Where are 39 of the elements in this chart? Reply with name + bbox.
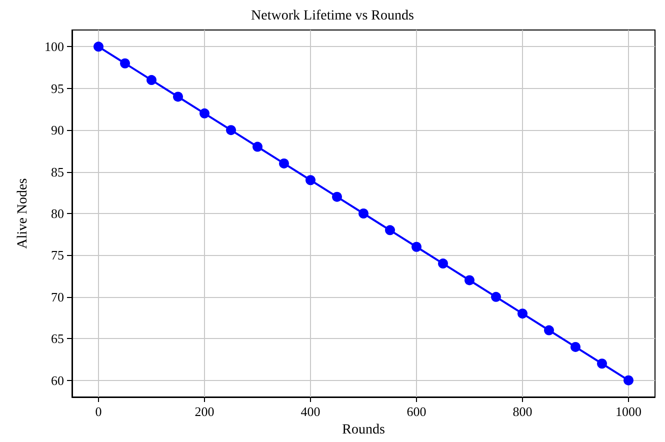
point [570,342,580,352]
chart-title: Network Lifetime vs Rounds [251,8,414,24]
point [252,142,262,152]
point [173,92,183,102]
x-tick-label: 400 [300,404,320,419]
point [306,175,316,186]
point [226,125,236,136]
x-tick-label: 0 [95,404,102,419]
point [146,75,156,86]
y-tick-label: 65 [51,331,64,346]
point [200,108,210,118]
point [332,192,342,202]
x-tick-label: 200 [194,404,214,419]
x-axis-title: Rounds [342,422,385,438]
point [385,225,395,236]
y-tick-label: 85 [51,164,64,180]
point [358,208,368,218]
point [544,325,554,336]
point [624,375,634,386]
point [464,275,474,286]
y-tick-label: 100 [44,39,64,54]
y-tick-label: 95 [51,80,64,96]
point [518,308,528,319]
y-tick-label: 70 [51,289,64,304]
point [94,42,104,52]
y-axis-title: Alive Nodes [16,178,30,249]
point [597,358,607,369]
y-tick-label: 75 [51,248,64,263]
y-tick-label: 60 [51,372,64,388]
x-tick-label: 800 [512,404,532,419]
point [279,158,289,168]
point [438,258,448,269]
y-tick-label: 90 [51,122,64,138]
x-tick-label: 600 [406,404,426,419]
point [412,242,422,252]
x-tick-label: 1000 [616,404,642,419]
point [120,58,130,68]
y-tick-label: 80 [51,206,64,221]
point [491,292,501,302]
